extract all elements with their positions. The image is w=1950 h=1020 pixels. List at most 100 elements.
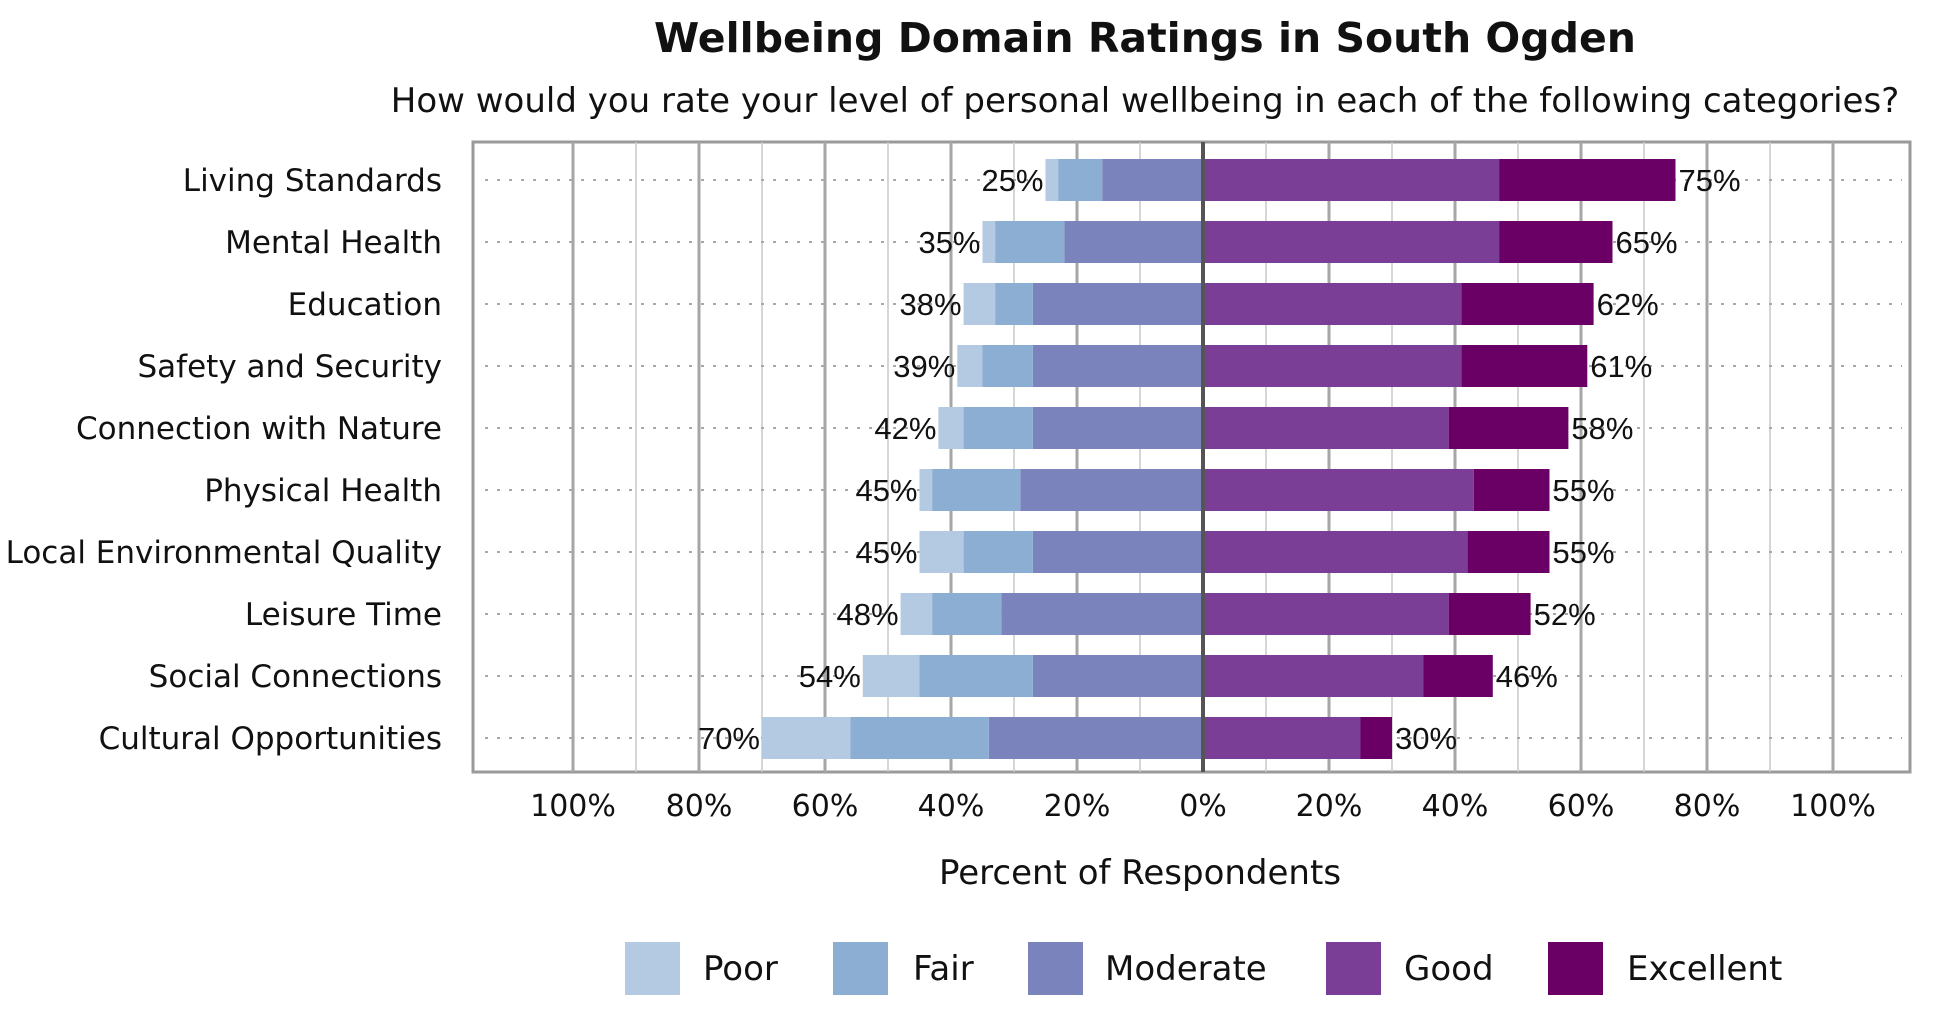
bar-good-7 bbox=[1203, 531, 1468, 573]
x-tick-label: 40% bbox=[918, 789, 985, 824]
x-tick-label: 20% bbox=[1296, 789, 1363, 824]
bar-moderate-7 bbox=[1032, 531, 1203, 573]
bar-good-2 bbox=[1203, 221, 1500, 263]
bar-moderate-2 bbox=[1064, 221, 1203, 263]
left-total-label: 38% bbox=[900, 287, 962, 322]
left-total-label: 45% bbox=[855, 473, 917, 508]
category-label: Education bbox=[288, 287, 442, 323]
category-label: Safety and Security bbox=[138, 349, 443, 385]
chart-subtitle: How would you rate your level of persona… bbox=[391, 81, 1899, 121]
bar-poor-1 bbox=[1045, 159, 1059, 201]
plot-area: Living Standards 25% 75% Mental Health 35% 65… bbox=[6, 140, 1912, 824]
bar-fair-2 bbox=[995, 221, 1065, 263]
left-total-label: 35% bbox=[918, 225, 980, 260]
left-total-label: 48% bbox=[837, 597, 899, 632]
plot-frame bbox=[471, 140, 1912, 774]
bar-excellent-2 bbox=[1499, 221, 1613, 263]
x-tick-label: 100% bbox=[1790, 789, 1876, 824]
left-total-label: 39% bbox=[893, 349, 955, 384]
x-tick-label: 20% bbox=[1044, 789, 1111, 824]
legend-swatch-poor bbox=[625, 942, 680, 995]
bar-excellent-8 bbox=[1448, 593, 1531, 635]
left-total-label: 25% bbox=[981, 163, 1043, 198]
category-label: Connection with Nature bbox=[76, 411, 442, 447]
bar-good-8 bbox=[1203, 593, 1449, 635]
bar-good-9 bbox=[1203, 655, 1424, 697]
right-total-label: 30% bbox=[1395, 721, 1457, 756]
bar-moderate-10 bbox=[988, 717, 1203, 759]
category-label: Local Environmental Quality bbox=[6, 535, 442, 571]
bar-good-5 bbox=[1203, 407, 1449, 449]
bar-good-6 bbox=[1203, 469, 1474, 511]
legend: Poor Fair Moderate Good Excellent bbox=[625, 942, 1782, 995]
bar-poor-8 bbox=[900, 593, 933, 635]
left-total-label: 45% bbox=[855, 535, 917, 570]
bar-fair-9 bbox=[919, 655, 1033, 697]
x-tick-label: 60% bbox=[1548, 789, 1615, 824]
x-tick-label: 0% bbox=[1179, 789, 1227, 824]
bar-fair-5 bbox=[963, 407, 1033, 449]
x-tick-label: 100% bbox=[530, 789, 616, 824]
bar-fair-8 bbox=[932, 593, 1002, 635]
bar-fair-4 bbox=[982, 345, 1033, 387]
category-label: Cultural Opportunities bbox=[99, 721, 442, 757]
bar-poor-9 bbox=[862, 655, 920, 697]
bar-excellent-5 bbox=[1448, 407, 1569, 449]
bar-fair-1 bbox=[1058, 159, 1103, 201]
bar-poor-5 bbox=[938, 407, 964, 449]
legend-label-good: Good bbox=[1404, 949, 1494, 989]
legend-swatch-fair bbox=[833, 942, 888, 995]
bar-moderate-5 bbox=[1032, 407, 1203, 449]
legend-label-moderate: Moderate bbox=[1105, 949, 1267, 989]
right-total-label: 52% bbox=[1534, 597, 1596, 632]
bar-fair-6 bbox=[932, 469, 1021, 511]
bar-poor-10 bbox=[762, 717, 851, 759]
bar-moderate-6 bbox=[1020, 469, 1203, 511]
right-total-label: 58% bbox=[1571, 411, 1633, 446]
left-total-label: 42% bbox=[874, 411, 936, 446]
right-total-label: 75% bbox=[1679, 163, 1741, 198]
x-tick-label: 80% bbox=[666, 789, 733, 824]
bar-moderate-8 bbox=[1001, 593, 1203, 635]
bar-good-3 bbox=[1203, 283, 1462, 325]
right-total-label: 62% bbox=[1597, 287, 1659, 322]
category-label: Living Standards bbox=[183, 163, 442, 199]
bar-excellent-4 bbox=[1461, 345, 1588, 387]
bar-excellent-7 bbox=[1467, 531, 1550, 573]
bar-fair-7 bbox=[963, 531, 1033, 573]
x-axis-title: Percent of Respondents bbox=[939, 853, 1341, 893]
legend-swatch-good bbox=[1326, 942, 1381, 995]
bar-moderate-3 bbox=[1032, 283, 1203, 325]
left-total-label: 70% bbox=[698, 721, 760, 756]
bar-poor-7 bbox=[919, 531, 964, 573]
category-label: Mental Health bbox=[225, 225, 442, 261]
legend-label-poor: Poor bbox=[703, 949, 778, 989]
legend-swatch-moderate bbox=[1028, 942, 1083, 995]
right-total-label: 55% bbox=[1553, 535, 1615, 570]
bar-excellent-10 bbox=[1360, 717, 1392, 759]
right-total-label: 46% bbox=[1496, 659, 1558, 694]
right-total-label: 65% bbox=[1616, 225, 1678, 260]
legend-label-fair: Fair bbox=[913, 949, 974, 989]
bar-excellent-3 bbox=[1461, 283, 1594, 325]
bar-poor-6 bbox=[919, 469, 933, 511]
category-label: Leisure Time bbox=[245, 597, 442, 633]
legend-swatch-excellent bbox=[1548, 942, 1603, 995]
bar-poor-4 bbox=[957, 345, 983, 387]
category-label: Physical Health bbox=[204, 473, 442, 509]
bar-moderate-1 bbox=[1102, 159, 1203, 201]
bar-good-4 bbox=[1203, 345, 1462, 387]
chart-title: Wellbeing Domain Ratings in South Ogden bbox=[654, 14, 1636, 62]
x-tick-label: 80% bbox=[1674, 789, 1741, 824]
bar-good-10 bbox=[1203, 717, 1361, 759]
right-total-label: 61% bbox=[1590, 349, 1652, 384]
category-label: Social Connections bbox=[149, 659, 442, 695]
bar-moderate-9 bbox=[1032, 655, 1203, 697]
bar-good-1 bbox=[1203, 159, 1500, 201]
bar-excellent-6 bbox=[1473, 469, 1550, 511]
bar-excellent-9 bbox=[1423, 655, 1493, 697]
bar-fair-3 bbox=[995, 283, 1033, 325]
legend-label-excellent: Excellent bbox=[1627, 949, 1782, 989]
bar-poor-3 bbox=[963, 283, 996, 325]
